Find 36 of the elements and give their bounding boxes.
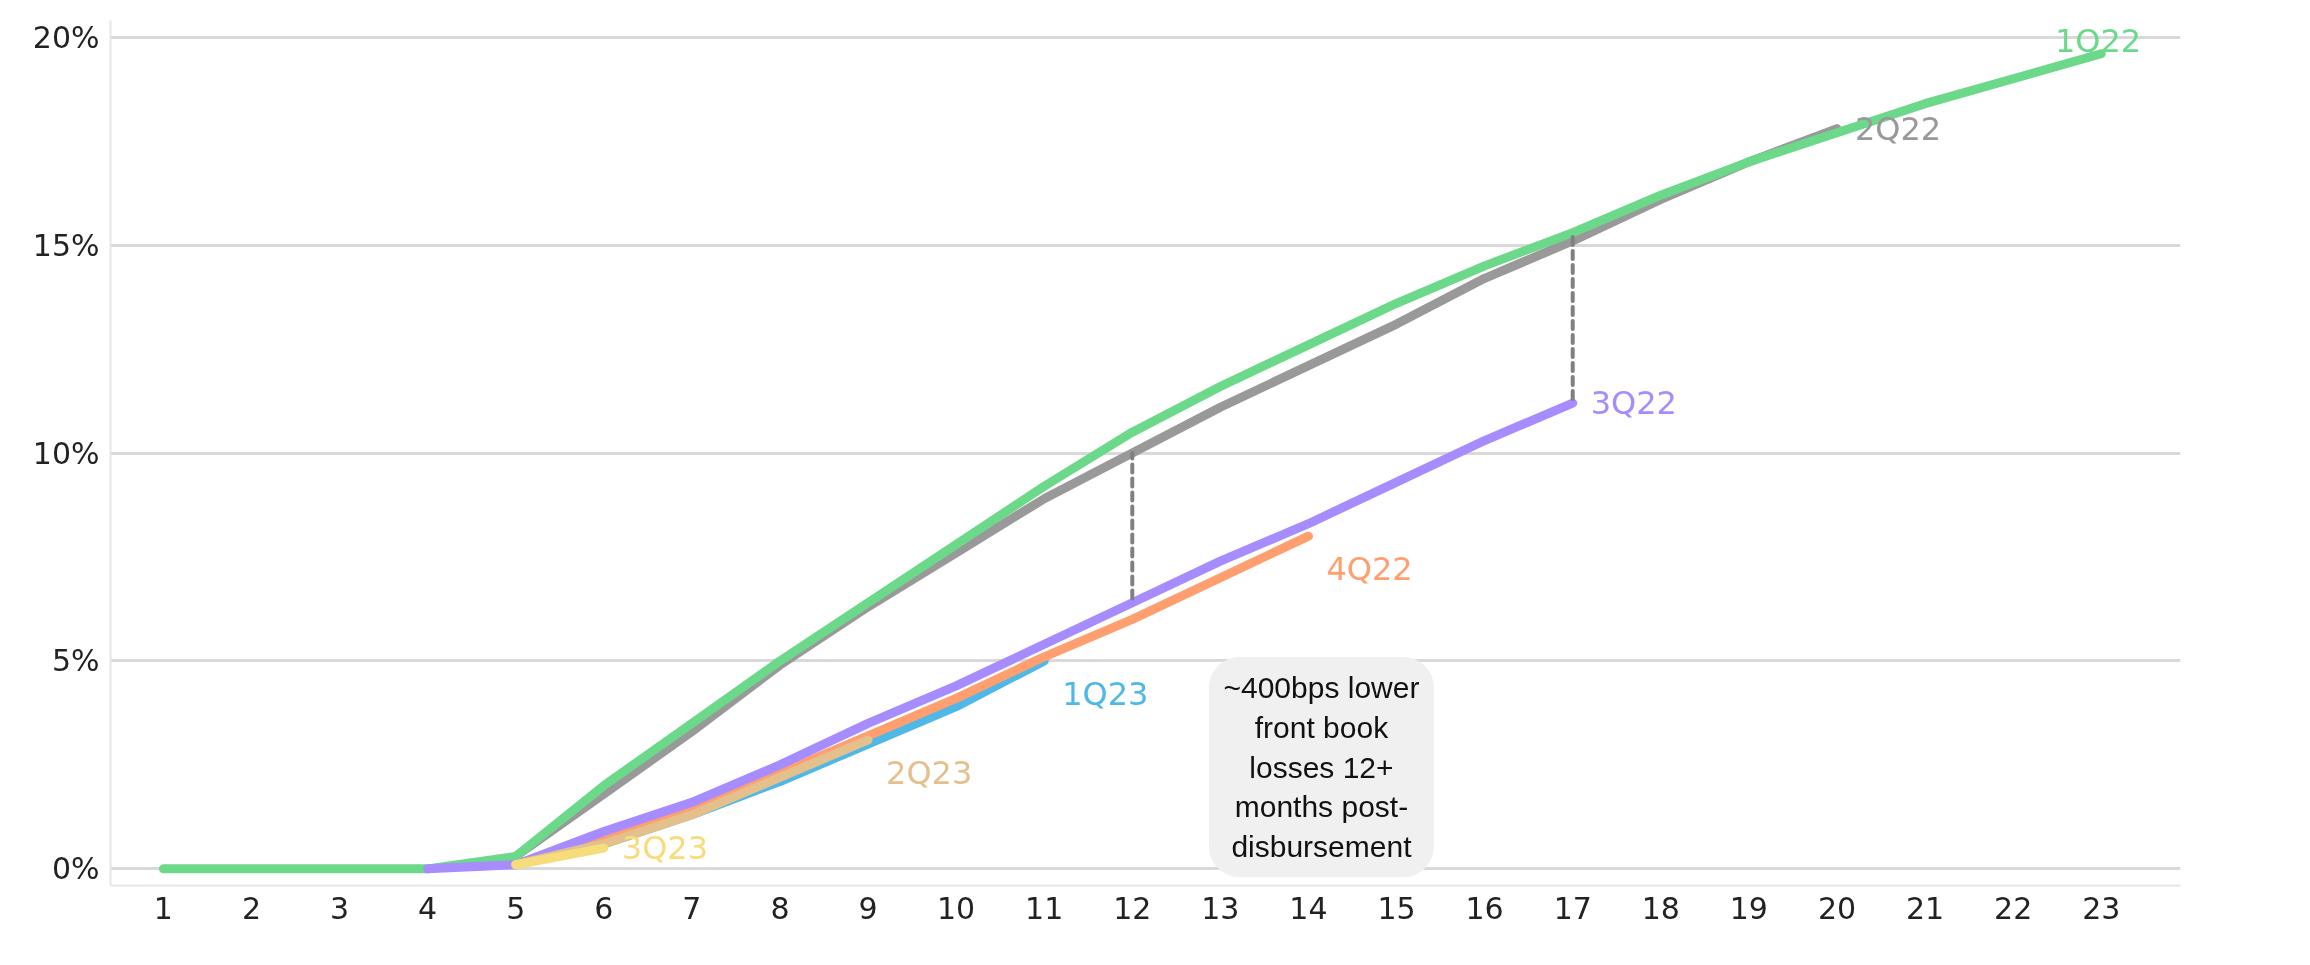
x-tick-label: 17 (1553, 890, 1592, 926)
x-tick-label: 4 (418, 890, 438, 926)
series-label: 1Q22 (2054, 21, 2142, 60)
x-tick-label: 22 (1994, 890, 2033, 926)
y-tick-label: 0% (51, 851, 100, 887)
x-tick-label: 13 (1201, 890, 1240, 926)
y-tick-label: 15% (32, 227, 100, 263)
annotation: ~400bps lower front book losses 12+ months post-disbursement (1223, 671, 1420, 863)
x-tick-label: 9 (858, 890, 878, 926)
x-tick-label: 7 (682, 890, 702, 926)
x-tick-label: 20 (1817, 890, 1857, 926)
x-tick-label: 5 (506, 890, 526, 926)
x-tick-label: 19 (1729, 890, 1768, 926)
x-tick-label: 3 (329, 890, 350, 926)
x-tick-label: 1 (153, 890, 173, 926)
series-label: 3Q22 (1590, 384, 1677, 423)
x-tick-label: 23 (2082, 890, 2121, 926)
series-label: 2Q23 (886, 753, 973, 792)
series-label: 1Q23 (1062, 674, 1149, 713)
series-label: 3Q23 (621, 829, 709, 868)
x-tick-label: 6 (594, 890, 614, 926)
series-label: 4Q22 (1326, 550, 1413, 589)
x-tick-label: 15 (1377, 890, 1416, 926)
x-tick-label: 18 (1641, 890, 1680, 926)
x-tick-label: 2 (241, 890, 261, 926)
x-tick-label: 12 (1113, 890, 1152, 926)
series-label: 2Q22 (1854, 109, 1942, 148)
y-tick-label: 20% (32, 19, 100, 55)
x-tick-label: 11 (1025, 890, 1064, 926)
x-tick-label: 16 (1465, 890, 1504, 926)
x-tick-label: 21 (1905, 890, 1945, 926)
x-tick-label: 10 (937, 890, 976, 926)
x-tick-label: 14 (1289, 890, 1328, 926)
x-tick-label: 8 (770, 890, 790, 926)
y-tick-label: 10% (32, 435, 100, 471)
y-tick-label: 5% (51, 643, 100, 679)
